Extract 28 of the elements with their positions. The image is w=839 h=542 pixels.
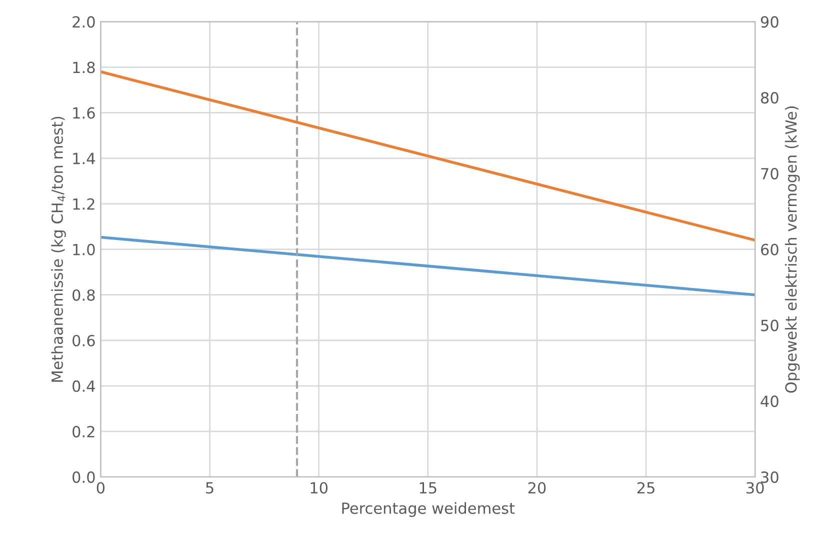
y2-tick-label: 70 (761, 168, 778, 180)
x-tick-label: 25 (637, 482, 654, 494)
y-tick-label: 0.6 (72, 334, 95, 346)
y-tick-label: 0.2 (72, 426, 94, 438)
y-tick-label: 1.0 (73, 244, 95, 256)
y-tick-label: 0.4 (72, 380, 95, 392)
x-tick-label: 0 (96, 482, 105, 494)
y-tick-label: 1.6 (73, 107, 95, 119)
y-tick-label: 1.2 (73, 198, 94, 210)
y-axis-title: Methaanemissie (kg CH$_{4}$/ton mest) (51, 116, 66, 382)
y2-tick-label: 60 (761, 244, 778, 256)
x-tick-label: 5 (206, 482, 214, 494)
y2-tick-label: 90 (760, 16, 778, 28)
y2-tick-label: 80 (760, 92, 778, 104)
x-tick-label: 20 (528, 482, 546, 494)
x-tick-label: 15 (420, 482, 436, 494)
x-tick-label: 30 (746, 482, 764, 494)
x-axis-title: Percentage weidemest (342, 502, 515, 517)
y2-tick-label: 50 (761, 320, 778, 332)
y-tick-label: 1.8 (73, 62, 95, 74)
y-tick-label: 1.4 (73, 152, 95, 164)
y2-tick-label: 30 (761, 471, 778, 483)
y2-tick-label: 40 (760, 396, 778, 408)
y-tick-label: 0.0 (72, 471, 95, 483)
y2-axis-title: Opgewekt elektrisch vermogen (kWe) (784, 106, 800, 393)
y-tick-label: 2.0 (72, 16, 95, 28)
x-tick-label: 10 (310, 482, 328, 494)
y-tick-label: 0.8 (72, 289, 95, 301)
